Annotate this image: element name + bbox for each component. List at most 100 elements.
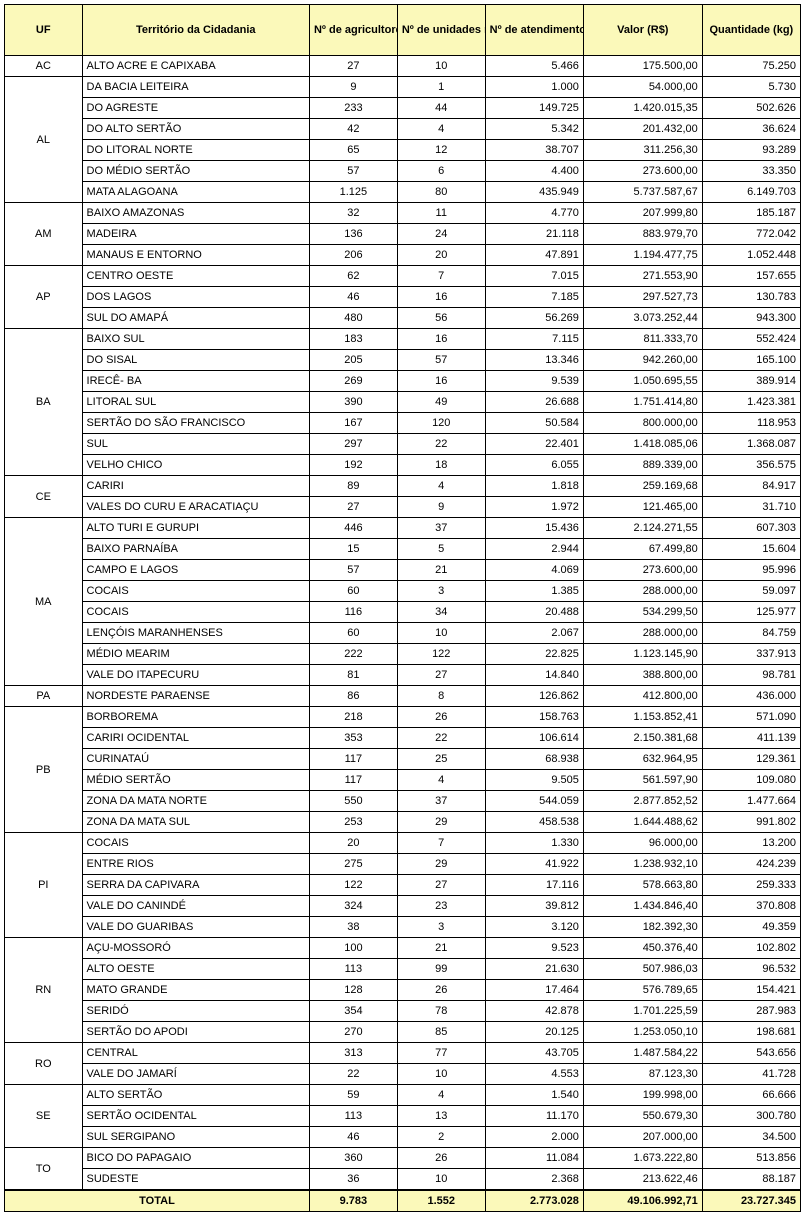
table-row: SUL2972222.4011.418.085,061.368.087 <box>5 434 801 455</box>
atendimentos-cell: 9.523 <box>485 938 583 959</box>
total-ag: 9.783 <box>309 1190 397 1212</box>
valor-cell: 942.260,00 <box>583 350 702 371</box>
unidades-cell: 37 <box>397 791 485 812</box>
atendimentos-cell: 4.069 <box>485 560 583 581</box>
unidades-cell: 8 <box>397 686 485 707</box>
quantidade-cell: 300.780 <box>702 1106 800 1127</box>
territory-cell: CARIRI OCIDENTAL <box>82 728 309 749</box>
agricultores-cell: 113 <box>309 1106 397 1127</box>
atendimentos-cell: 1.972 <box>485 497 583 518</box>
agricultores-cell: 38 <box>309 917 397 938</box>
total-row: TOTAL9.7831.5522.773.02849.106.992,7123.… <box>5 1190 801 1212</box>
unidades-cell: 24 <box>397 224 485 245</box>
agricultores-cell: 42 <box>309 119 397 140</box>
atendimentos-cell: 6.055 <box>485 455 583 476</box>
atendimentos-cell: 42.878 <box>485 1001 583 1022</box>
territory-cell: COCAIS <box>82 602 309 623</box>
atendimentos-cell: 2.067 <box>485 623 583 644</box>
table-row: APCENTRO OESTE6277.015271.553,90157.655 <box>5 266 801 287</box>
unidades-cell: 16 <box>397 371 485 392</box>
table-row: AMBAIXO AMAZONAS32114.770207.999,80185.1… <box>5 203 801 224</box>
unidades-cell: 21 <box>397 938 485 959</box>
territory-cell: CURINATAÚ <box>82 749 309 770</box>
valor-cell: 121.465,00 <box>583 497 702 518</box>
agricultores-cell: 89 <box>309 476 397 497</box>
agricultores-cell: 390 <box>309 392 397 413</box>
quantidade-cell: 552.424 <box>702 329 800 350</box>
atendimentos-cell: 4.770 <box>485 203 583 224</box>
agricultores-cell: 136 <box>309 224 397 245</box>
valor-cell: 800.000,00 <box>583 413 702 434</box>
valor-cell: 2.150.381,68 <box>583 728 702 749</box>
valor-cell: 412.800,00 <box>583 686 702 707</box>
quantidade-cell: 198.681 <box>702 1022 800 1043</box>
uf-cell: AC <box>5 56 83 77</box>
territory-cell: VALE DO GUARIBAS <box>82 917 309 938</box>
valor-cell: 1.050.695,55 <box>583 371 702 392</box>
table-row: PANORDESTE PARAENSE868126.862412.800,004… <box>5 686 801 707</box>
atendimentos-cell: 41.922 <box>485 854 583 875</box>
unidades-cell: 4 <box>397 119 485 140</box>
territory-cell: AÇU-MOSSORÓ <box>82 938 309 959</box>
unidades-cell: 18 <box>397 455 485 476</box>
atendimentos-cell: 3.120 <box>485 917 583 938</box>
atendimentos-cell: 106.614 <box>485 728 583 749</box>
table-row: BAIXO PARNAÍBA1552.94467.499,8015.604 <box>5 539 801 560</box>
territory-cell: ALTO OESTE <box>82 959 309 980</box>
atendimentos-cell: 20.488 <box>485 602 583 623</box>
valor-cell: 507.986,03 <box>583 959 702 980</box>
quantidade-cell: 109.080 <box>702 770 800 791</box>
unidades-cell: 4 <box>397 770 485 791</box>
uf-cell: PI <box>5 833 83 938</box>
unidades-cell: 10 <box>397 1064 485 1085</box>
atendimentos-cell: 21.118 <box>485 224 583 245</box>
unidades-cell: 120 <box>397 413 485 434</box>
unidades-cell: 22 <box>397 728 485 749</box>
table-row: RNAÇU-MOSSORÓ100219.523450.376,40102.802 <box>5 938 801 959</box>
unidades-cell: 26 <box>397 980 485 1001</box>
table-row: PICOCAIS2071.33096.000,0013.200 <box>5 833 801 854</box>
table-row: SERIDÓ3547842.8781.701.225,59287.983 <box>5 1001 801 1022</box>
quantidade-cell: 36.624 <box>702 119 800 140</box>
atendimentos-cell: 13.346 <box>485 350 583 371</box>
table-row: MADEIRA1362421.118883.979,70772.042 <box>5 224 801 245</box>
valor-cell: 87.123,30 <box>583 1064 702 1085</box>
agricultores-cell: 253 <box>309 812 397 833</box>
quantidade-cell: 96.532 <box>702 959 800 980</box>
col-territorio: Território da Cidadania <box>82 5 309 56</box>
atendimentos-cell: 1.385 <box>485 581 583 602</box>
valor-cell: 273.600,00 <box>583 161 702 182</box>
valor-cell: 811.333,70 <box>583 329 702 350</box>
table-row: SUDESTE36102.368213.622,4688.187 <box>5 1169 801 1191</box>
agricultores-cell: 86 <box>309 686 397 707</box>
atendimentos-cell: 1.540 <box>485 1085 583 1106</box>
table-row: COCAIS6031.385288.000,0059.097 <box>5 581 801 602</box>
valor-cell: 297.527,73 <box>583 287 702 308</box>
valor-cell: 889.339,00 <box>583 455 702 476</box>
atendimentos-cell: 5.342 <box>485 119 583 140</box>
unidades-cell: 78 <box>397 1001 485 1022</box>
territory-cell: ENTRE RIOS <box>82 854 309 875</box>
unidades-cell: 23 <box>397 896 485 917</box>
unidades-cell: 20 <box>397 245 485 266</box>
col-valor: Valor (R$) <box>583 5 702 56</box>
valor-cell: 3.073.252,44 <box>583 308 702 329</box>
atendimentos-cell: 4.553 <box>485 1064 583 1085</box>
table-row: COCAIS1163420.488534.299,50125.977 <box>5 602 801 623</box>
territory-cell: DO SISAL <box>82 350 309 371</box>
quantidade-cell: 943.300 <box>702 308 800 329</box>
valor-cell: 578.663,80 <box>583 875 702 896</box>
valor-cell: 271.553,90 <box>583 266 702 287</box>
agricultores-cell: 446 <box>309 518 397 539</box>
quantidade-cell: 130.783 <box>702 287 800 308</box>
quantidade-cell: 102.802 <box>702 938 800 959</box>
quantidade-cell: 502.626 <box>702 98 800 119</box>
territory-cell: VALES DO CURU E ARACATIAÇU <box>82 497 309 518</box>
valor-cell: 883.979,70 <box>583 224 702 245</box>
unidades-cell: 21 <box>397 560 485 581</box>
table-row: ACALTO ACRE E CAPIXABA27105.466175.500,0… <box>5 56 801 77</box>
uf-cell: RN <box>5 938 83 1043</box>
table-row: ENTRE RIOS2752941.9221.238.932,10424.239 <box>5 854 801 875</box>
unidades-cell: 3 <box>397 581 485 602</box>
territory-cell: IRECÊ- BA <box>82 371 309 392</box>
